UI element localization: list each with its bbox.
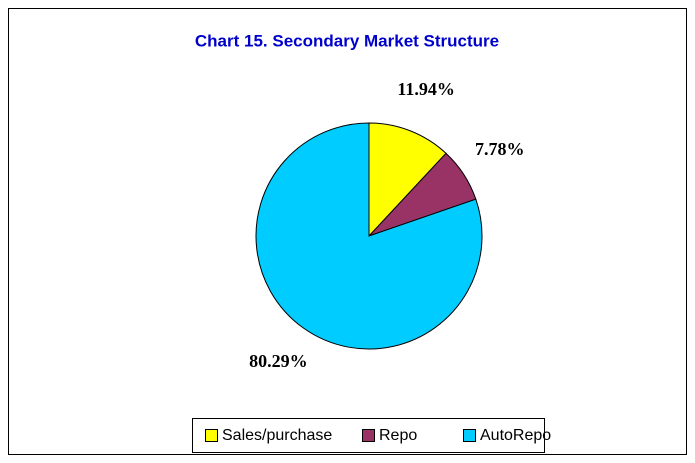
legend-label: Sales/purchase [222,427,332,444]
pie-slice [368,122,447,238]
data-label: 80.29% [249,351,308,371]
legend-swatch [463,429,476,442]
pie-slice [255,122,483,350]
legend-label: Repo [379,427,417,444]
data-label: 7.78% [475,139,525,159]
legend-label: AutoRepo [480,427,551,444]
legend-swatch [205,429,218,442]
chart-title: Chart 15. Secondary Market Structure [195,31,499,50]
data-label: 11.94% [397,79,455,99]
legend-swatch [362,429,375,442]
